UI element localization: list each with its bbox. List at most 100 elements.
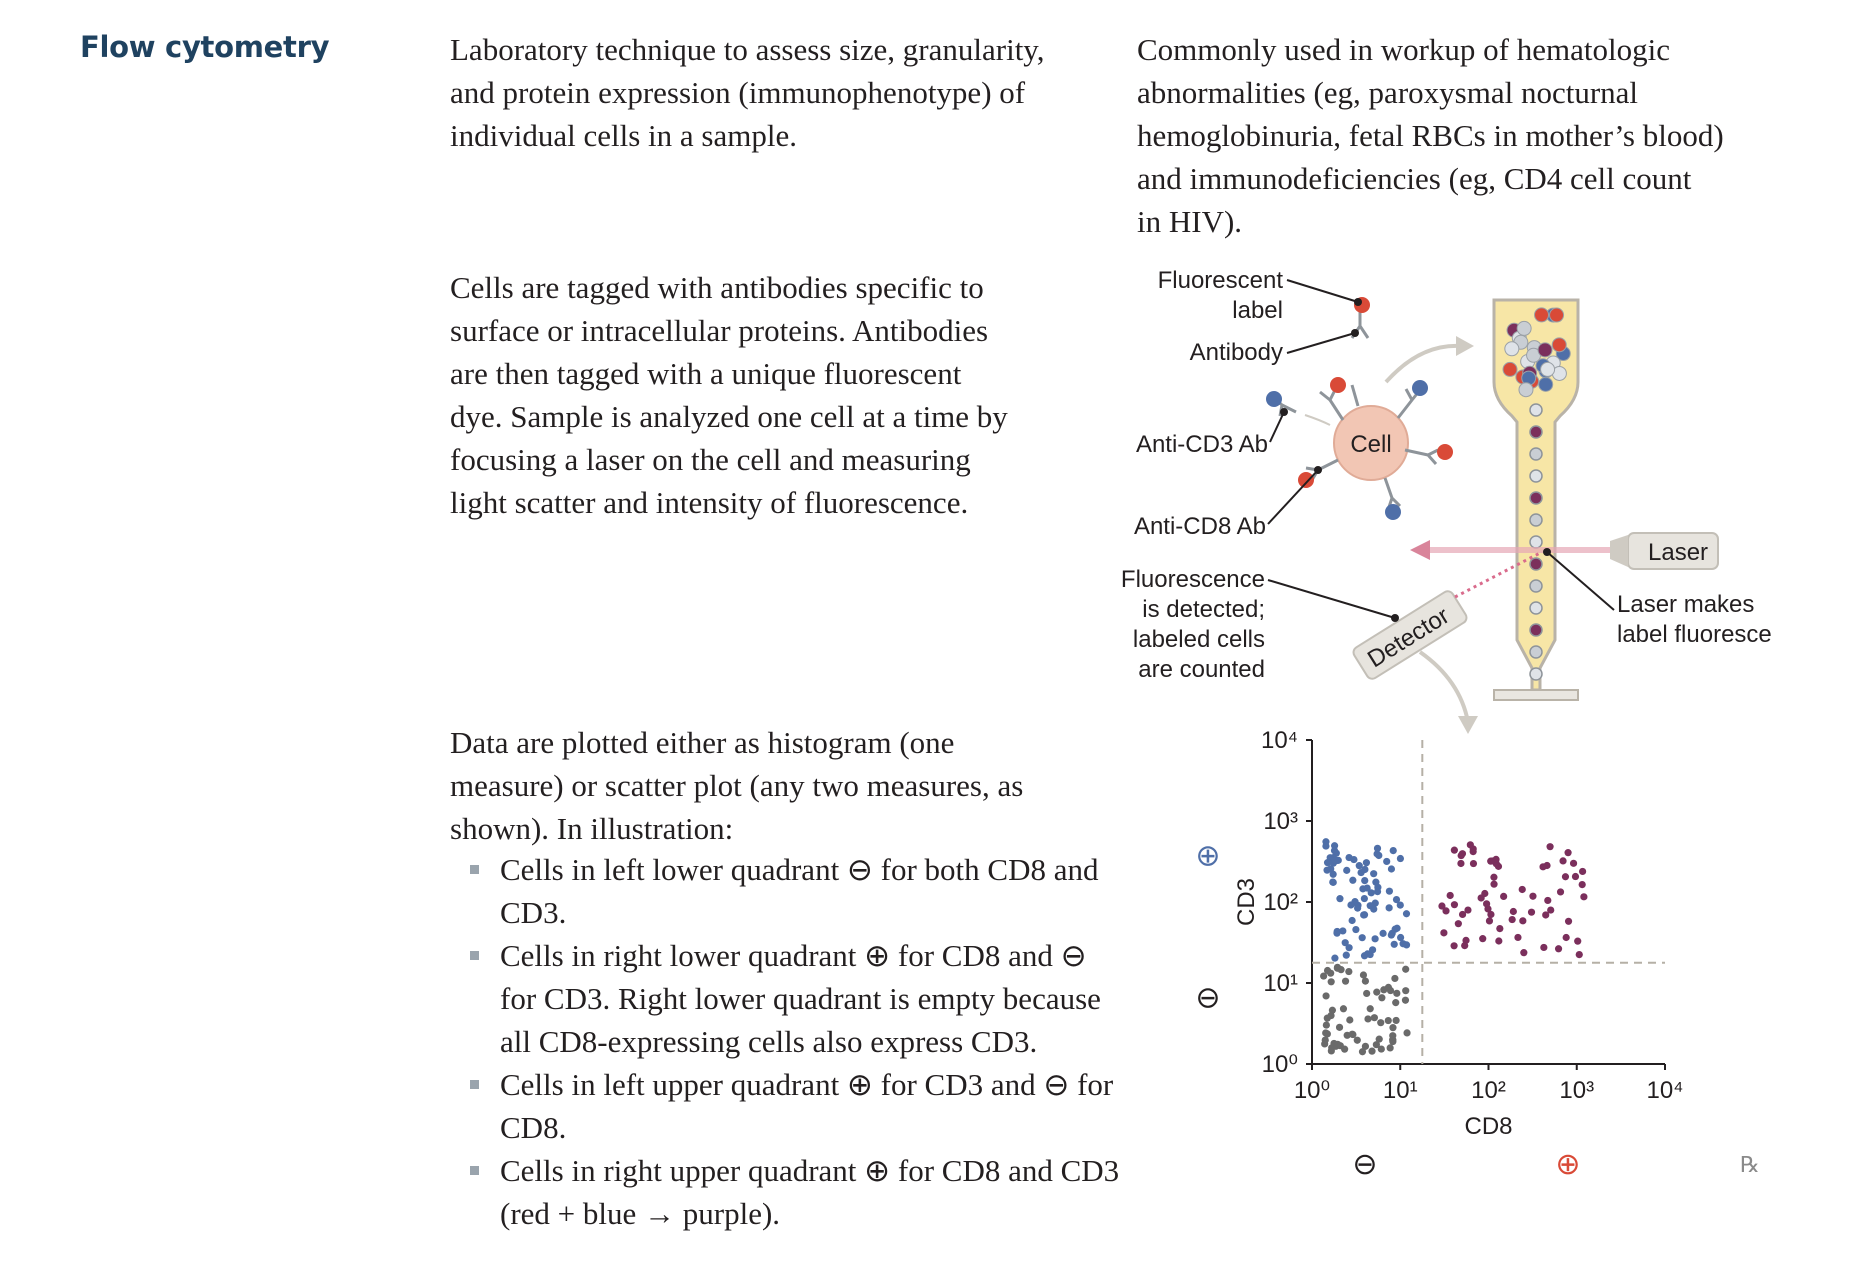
scatter-point	[1329, 878, 1337, 886]
x-minus-sign: ⊖	[1352, 1148, 1377, 1181]
y-tick-label: 10¹	[1263, 970, 1298, 997]
scatter-point	[1487, 910, 1495, 919]
stream-cell	[1529, 491, 1543, 505]
scatter-point	[1366, 1005, 1374, 1013]
tube-cell	[1520, 354, 1536, 370]
scatter-point	[1488, 857, 1496, 865]
scatter-point	[1509, 907, 1517, 916]
fluor-note-line1: Fluorescence	[1121, 566, 1265, 593]
scatter-point	[1360, 952, 1369, 960]
scatter-point	[1371, 899, 1379, 907]
scatter-point	[1322, 838, 1330, 846]
scatter-point	[1544, 896, 1552, 905]
scatter-point	[1349, 876, 1357, 884]
fluorescent-label-line1: Fluorescent	[1158, 267, 1284, 294]
scatter-point	[1326, 854, 1334, 862]
fluor-note-line4: are counted	[1138, 656, 1265, 683]
tube-cell	[1504, 341, 1520, 357]
scatter-point	[1332, 857, 1340, 865]
scatter-point	[1354, 904, 1362, 912]
scatter-point	[1321, 1040, 1329, 1048]
plotting-paragraph: Data are plotted either as histogram (on…	[450, 725, 1024, 846]
fluor-note-line2: is detected;	[1142, 596, 1265, 623]
scatter-point	[1578, 880, 1586, 889]
scatter-point	[1323, 966, 1332, 975]
scatter-point	[1514, 933, 1522, 942]
laser-note-line2: label fluoresce	[1617, 621, 1772, 648]
cell	[1333, 405, 1409, 481]
tube-cell	[1545, 307, 1561, 323]
stream-cell	[1529, 403, 1543, 417]
tube-cell	[1551, 365, 1567, 381]
scatter-point	[1329, 870, 1337, 878]
scatter-point	[1361, 865, 1369, 874]
x-tick-label: 10⁰	[1294, 1077, 1330, 1104]
scatter-point	[1389, 1024, 1397, 1032]
scatter-point	[1353, 1036, 1361, 1044]
scatter-point	[1450, 901, 1459, 909]
tube-cell	[1518, 382, 1534, 398]
scatter-point	[1334, 856, 1342, 864]
scatter-point	[1389, 1036, 1397, 1044]
scatter-point	[1391, 925, 1399, 933]
tube-cell	[1540, 361, 1556, 377]
bullet-item: Cells in left upper quadrant ⊕ for CD3 a…	[470, 1063, 1130, 1149]
scatter-point	[1438, 902, 1446, 910]
scatter-point	[1386, 986, 1395, 995]
scatter-point	[1323, 859, 1332, 867]
scatter-point	[1354, 901, 1362, 909]
scatter-point	[1485, 917, 1494, 925]
scatter-point	[1393, 924, 1401, 932]
scatter-point	[1481, 889, 1489, 898]
scatter-point	[1330, 1039, 1338, 1048]
stream-cell	[1529, 645, 1543, 659]
scatter-point	[1377, 1019, 1385, 1027]
scatter-point	[1388, 929, 1396, 937]
scatter-point	[1542, 911, 1550, 919]
laser-note-line1: Laser makes	[1617, 591, 1754, 618]
scatter-point	[1336, 1042, 1344, 1050]
stream-cell	[1529, 469, 1543, 483]
laser-label: Laser	[1648, 539, 1708, 566]
scatter-point	[1527, 908, 1536, 916]
bullet-item: Cells in left lower quadrant ⊖ for both …	[470, 848, 1130, 934]
scatter-point	[1370, 1014, 1378, 1022]
scatter-point	[1547, 906, 1555, 914]
publisher-logo: ℞	[1740, 1152, 1760, 1177]
quadrant-bullets: Cells in left lower quadrant ⊖ for both …	[470, 848, 1130, 1235]
scatter-point	[1373, 850, 1381, 858]
scatter-point	[1385, 887, 1394, 895]
scatter-point	[1321, 1036, 1329, 1044]
scatter-point	[1341, 1045, 1349, 1053]
scatter-point	[1402, 910, 1411, 918]
y-tick-label: 10⁰	[1262, 1051, 1298, 1078]
section-heading: Flow cytometry	[80, 30, 330, 64]
scatter-point	[1372, 1041, 1380, 1049]
scatter-point	[1487, 857, 1495, 865]
scatter-point	[1562, 933, 1570, 942]
scatter-point	[1554, 945, 1563, 953]
stream-cell	[1529, 623, 1543, 637]
tube-cell	[1513, 334, 1529, 350]
scatter-point	[1575, 950, 1583, 959]
scatter-point	[1322, 1021, 1330, 1029]
scatter-point	[1450, 942, 1458, 950]
scatter-point	[1578, 867, 1587, 876]
scatter-point	[1390, 940, 1398, 948]
scatter-point	[1539, 863, 1547, 871]
method-paragraph: Cells are tagged with antibodies specifi…	[450, 270, 1008, 520]
scatter-point	[1564, 849, 1572, 857]
x-tick-label: 10¹	[1383, 1077, 1418, 1104]
fluorescence-path	[1454, 551, 1541, 599]
scatter-point	[1396, 854, 1405, 863]
scatter-point	[1350, 855, 1358, 864]
stream-cell	[1529, 579, 1543, 593]
fluorescent-label-line2: label	[1232, 297, 1283, 324]
scatter-point	[1375, 1035, 1383, 1043]
tube-cell	[1545, 355, 1561, 371]
scatter-point	[1461, 942, 1469, 950]
scatter-point	[1387, 865, 1396, 873]
scatter-point	[1329, 853, 1338, 862]
scatter-point	[1401, 996, 1410, 1004]
scatter-point	[1392, 999, 1400, 1007]
